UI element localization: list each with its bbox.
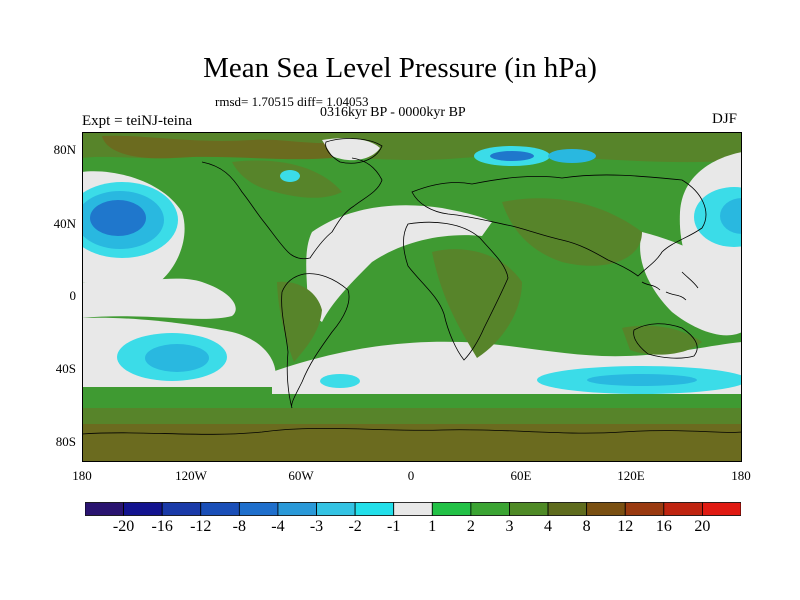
colorbar-label: 3 — [505, 518, 514, 535]
colorbar-label: 12 — [617, 518, 634, 535]
atlantic-near-zero-band — [306, 205, 492, 322]
colorbar-box — [238, 502, 279, 516]
north-pacific-low-core — [90, 200, 146, 236]
colorbar-box — [470, 502, 510, 516]
lon-label-180w: 180 — [72, 468, 92, 483]
lat-label-0: 0 — [69, 288, 77, 303]
greenland-near-zero — [322, 138, 380, 161]
lat-label-40n: 40N — [53, 216, 76, 231]
colorbar-box — [702, 502, 741, 516]
colorbar-label: 2 — [466, 518, 475, 535]
arctic-high-patch — [102, 135, 342, 160]
south-america-positive — [277, 281, 322, 362]
colorbar-box — [200, 502, 240, 516]
colorbar-box — [509, 502, 549, 516]
colorbar-label: -4 — [271, 518, 285, 535]
antarctica-coast — [82, 427, 742, 435]
south-pacific-low-core — [145, 344, 209, 372]
south-america-coast — [281, 273, 350, 409]
colorbar-box — [161, 502, 202, 516]
lon-label-120e: 120E — [617, 468, 645, 483]
australia-positive — [622, 325, 702, 355]
east-pacific-low-core — [720, 198, 742, 234]
lon-label-0: 0 — [407, 468, 415, 483]
colorbar-box — [277, 502, 317, 516]
colorbar-box — [431, 502, 472, 516]
colorbar-box — [354, 502, 395, 516]
time-period: 0316kyr BP - 0000kyr BP — [320, 105, 466, 120]
colorbar-box — [624, 502, 665, 516]
rmsd-diff-stats: rmsd= 1.70515 diff= 1.04053 — [215, 94, 369, 109]
south-indian-low-core — [587, 374, 697, 386]
colorbar — [85, 502, 741, 516]
colorbar-label: -1 — [387, 518, 401, 535]
asia-positive — [502, 198, 642, 266]
colorbar-label: 20 — [694, 518, 711, 535]
arctic-low-small — [280, 170, 300, 182]
colorbar-label: 8 — [582, 518, 591, 535]
eurasia-coast — [411, 174, 707, 277]
lat-label-80n: 80N — [53, 142, 76, 157]
coastlines — [82, 138, 742, 435]
lon-label-120w: 120W — [175, 468, 207, 483]
lon-label-60w: 60W — [288, 468, 314, 483]
colorbar-label: -16 — [151, 518, 173, 535]
west-pacific-near-zero — [640, 232, 742, 336]
arctic-low-far-east — [548, 149, 596, 163]
southern-ocean-mid — [82, 408, 742, 424]
colorbar-box — [663, 502, 703, 516]
experiment-label: Expt = teiNJ-teina — [82, 113, 193, 129]
map-frame — [82, 132, 742, 462]
colorbar-box — [123, 502, 163, 516]
colorbar-label: -3 — [309, 518, 324, 535]
colorbar-box — [393, 502, 433, 516]
australia-coast — [633, 323, 698, 359]
colorbar-box — [586, 502, 626, 516]
colorbar-label: 4 — [544, 518, 553, 535]
lat-label-40s: 40S — [55, 361, 76, 376]
africa-positive — [432, 249, 522, 358]
colorbar-box — [547, 502, 588, 516]
colorbar-label: -20 — [112, 518, 135, 535]
north-america-coast — [201, 157, 383, 260]
lon-label-180e: 180 — [731, 468, 751, 483]
map-title: Mean Sea Level Pressure (in hPa) — [203, 52, 597, 84]
maritime-continent-coast — [641, 271, 699, 301]
colorbar-label: -2 — [348, 518, 362, 535]
pressure-anomaly-map — [82, 132, 742, 462]
south-atlantic-low — [320, 374, 360, 388]
colorbar-box — [316, 502, 356, 516]
colorbar-label: 16 — [655, 518, 672, 535]
lon-label-60e: 60E — [510, 468, 532, 483]
greenland-coast — [325, 138, 383, 164]
africa-coast — [403, 221, 509, 361]
antarctic-high — [82, 424, 742, 462]
season-label: DJF — [712, 111, 738, 127]
tropical-pacific-near-zero — [82, 278, 236, 319]
colorbar-box — [85, 502, 124, 516]
colorbar-label: -8 — [232, 518, 246, 535]
colorbar-label: -12 — [190, 518, 212, 535]
lat-label-80s: 80S — [55, 434, 76, 449]
southern-ocean-green — [82, 394, 742, 408]
arctic-low-east-core — [490, 151, 534, 161]
colorbar-label: 1 — [428, 518, 437, 535]
